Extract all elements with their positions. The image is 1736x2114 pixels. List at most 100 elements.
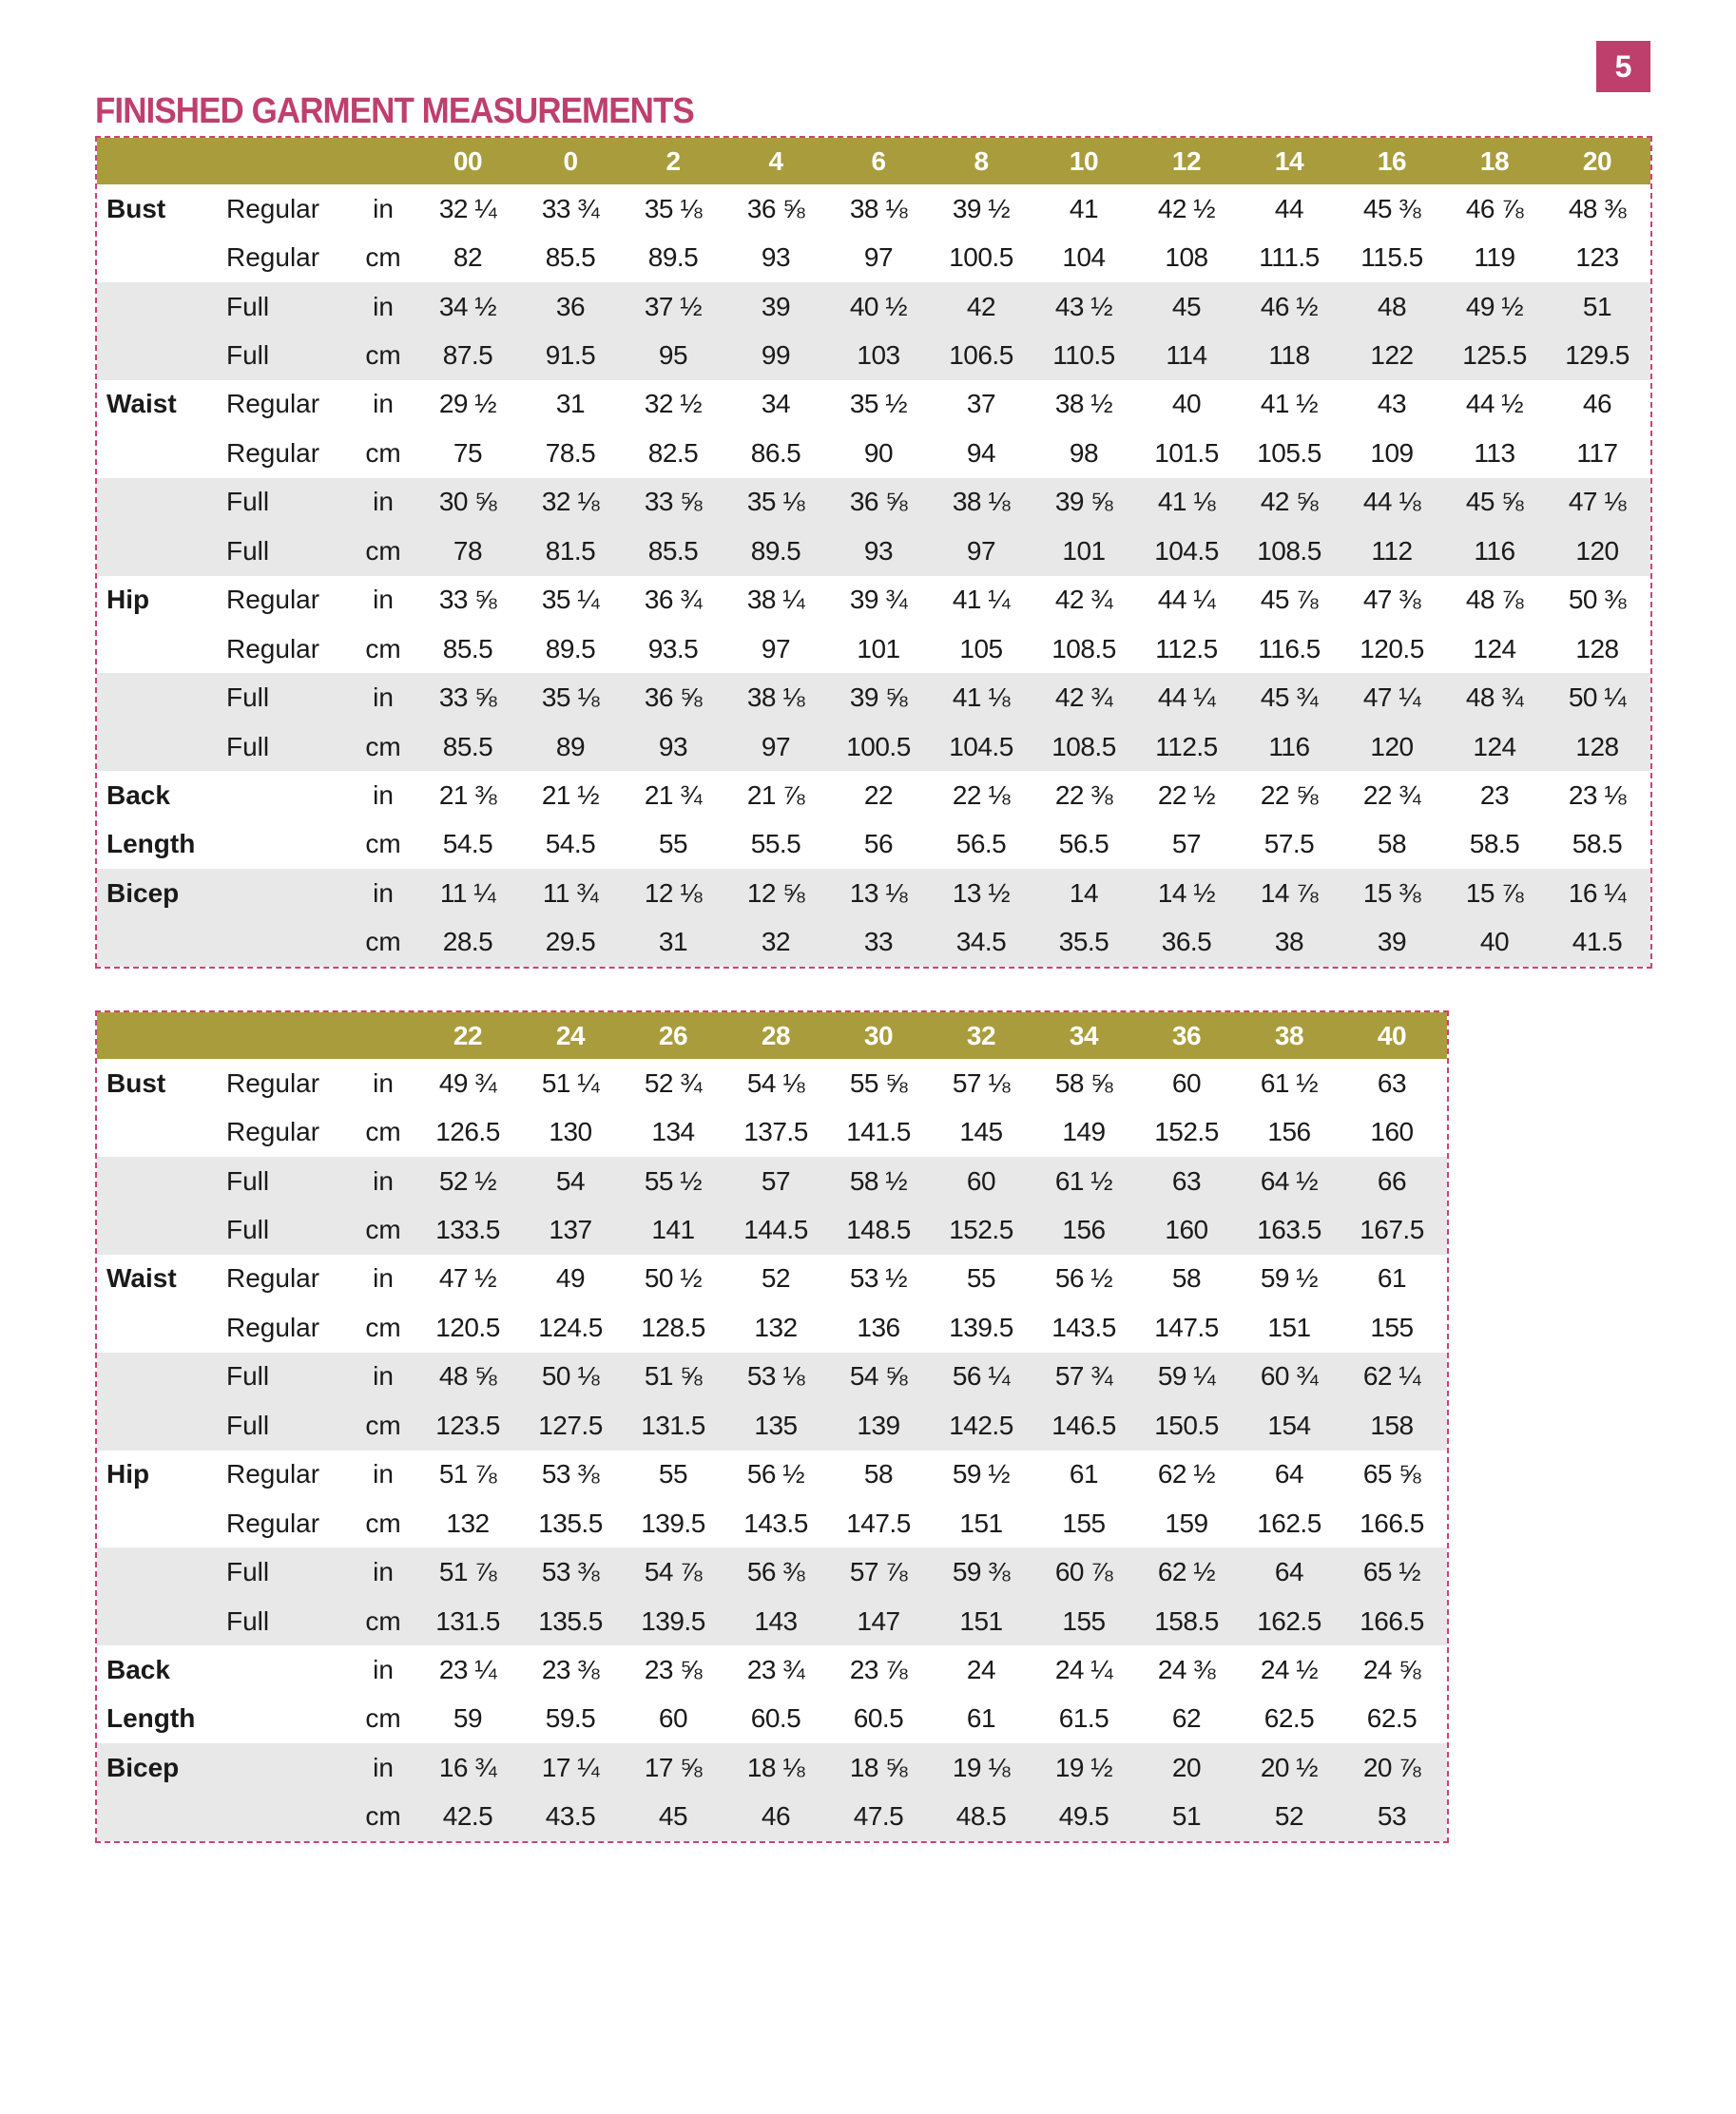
size-header: 14 (1274, 145, 1304, 176)
measurement-value: 145 (959, 1117, 1003, 1147)
measurement-value: 32 ⅛ (541, 487, 600, 517)
measurement-value: 14 (1069, 877, 1099, 908)
measurement-value: 133.5 (435, 1215, 500, 1245)
measurement-value: 23 (1479, 779, 1510, 810)
size-header: 40 (1377, 1020, 1407, 1050)
measurement-value: 65 ⅝ (1362, 1459, 1421, 1489)
measurement-value: 44 ⅛ (1362, 487, 1421, 517)
measurement-value: 60.5 (853, 1703, 904, 1734)
measurement-value: 43 (1377, 389, 1407, 419)
measurements-table-sizes-00-20: 00 0 2 4 6 8 10 12 14 16 18 20 Bust Regular in 32 ¼ 33 ¾… (95, 136, 1652, 969)
measurement-value: 58 ⅝ (1054, 1067, 1113, 1098)
table-row: Length cm 59 59.5 60 60.5 60.5 61 61.5 62 62.5 62.5 (97, 1695, 1447, 1743)
measurement-value: 152.5 (949, 1215, 1013, 1245)
measurement-value: 108.5 (1051, 633, 1116, 663)
fit-label: Regular (226, 193, 320, 223)
fit-label: Full (226, 291, 270, 321)
measurement-value: 98 (1069, 437, 1099, 468)
measurement-value: 61 (1377, 1263, 1407, 1294)
unit-label: cm (365, 535, 401, 566)
measurement-value: 126.5 (435, 1117, 500, 1147)
measurement-value: 120 (1370, 731, 1414, 761)
measurement-value: 112.5 (1155, 633, 1218, 663)
measurement-value: 106.5 (949, 340, 1013, 371)
measurement-value: 39 ⅝ (849, 682, 908, 713)
measurement-value: 115.5 (1360, 242, 1423, 273)
measurement-value: 46 (761, 1801, 791, 1832)
measurement-value: 122 (1370, 340, 1414, 371)
unit-label: cm (365, 437, 401, 468)
measurement-value: 63 (1171, 1165, 1202, 1196)
measurement-value: 64 ½ (1260, 1165, 1319, 1196)
unit-label: in (373, 1067, 394, 1098)
measurement-value: 24 ¼ (1054, 1654, 1113, 1684)
size-header: 16 (1377, 145, 1407, 176)
fit-label: Regular (226, 1312, 320, 1342)
measurement-value: 35 ⅛ (644, 193, 703, 223)
size-header: 38 (1274, 1020, 1304, 1050)
measurement-label: Length (106, 1703, 196, 1734)
measurement-value: 137.5 (743, 1117, 808, 1147)
table-row: Regular cm 85.5 89.5 93.5 97 101 105 108.5 112.5 1… (97, 625, 1650, 673)
fit-label: Full (226, 1361, 270, 1392)
fit-label: Full (226, 535, 270, 566)
fit-label: Regular (226, 1508, 320, 1538)
fit-label: Full (226, 1410, 270, 1440)
unit-label: cm (365, 1117, 401, 1147)
measurement-value: 53 ½ (849, 1263, 908, 1294)
measurement-value: 62.5 (1366, 1703, 1418, 1734)
measurement-value: 78 (453, 535, 483, 566)
unit-label: in (373, 1557, 394, 1587)
measurement-value: 15 ⅜ (1362, 877, 1421, 908)
unit-label: cm (365, 1801, 401, 1832)
measurement-value: 22 ¾ (1362, 779, 1421, 810)
size-header: 24 (555, 1020, 586, 1050)
measurement-value: 19 ½ (1054, 1752, 1113, 1782)
measurement-value: 35 ¼ (541, 585, 600, 615)
unit-label: cm (365, 927, 401, 957)
measurement-value: 60 ⅞ (1054, 1557, 1113, 1587)
measurement-value: 128.5 (641, 1312, 705, 1342)
measurement-value: 36 (555, 291, 586, 321)
measurement-value: 38 (1274, 927, 1304, 957)
measurement-value: 61 (1069, 1459, 1099, 1489)
unit-label: cm (365, 1312, 401, 1342)
measurement-value: 58 (1171, 1263, 1202, 1294)
measurement-value: 44 ¼ (1157, 682, 1216, 713)
measurement-value: 132 (446, 1508, 490, 1538)
measurement-value: 160 (1165, 1215, 1208, 1245)
measurement-value: 41 (1069, 193, 1099, 223)
measurement-value: 39 ½ (952, 193, 1011, 223)
measurement-value: 150.5 (1154, 1410, 1219, 1440)
measurement-value: 35.5 (1058, 927, 1109, 957)
measurement-value: 44 ½ (1465, 389, 1524, 419)
measurement-value: 60 (966, 1165, 996, 1196)
unit-label: cm (365, 1703, 401, 1734)
measurement-label: Waist (106, 1263, 177, 1294)
measurement-value: 39 (761, 291, 791, 321)
measurement-value: 33 ⅝ (438, 682, 497, 713)
measurement-value: 105 (959, 633, 1003, 663)
measurement-value: 23 ⅜ (541, 1654, 600, 1684)
measurement-value: 59 ½ (952, 1459, 1011, 1489)
size-header: 26 (658, 1020, 688, 1050)
measurement-value: 42 (966, 291, 996, 321)
measurement-value: 101 (1062, 535, 1106, 566)
unit-label: in (373, 389, 394, 419)
measurement-value: 42 ¾ (1054, 585, 1113, 615)
measurement-value: 30 ⅝ (438, 487, 497, 517)
table-row: Full cm 123.5 127.5 131.5 135 139 142.5 146.5 150… (97, 1401, 1447, 1451)
measurement-value: 54 ⅛ (746, 1067, 805, 1098)
table-row: Full cm 87.5 91.5 95 99 103 106.5 110.5 114 118 122… (97, 331, 1650, 380)
measurement-value: 38 ⅛ (746, 682, 805, 713)
table-row: Hip Regular in 33 ⅝ 35 ¼ 36 ¾ 38 ¼ 39 ¾ 41 ¼ 42 ¾… (97, 576, 1650, 625)
table-row: Full cm 133.5 137 141 144.5 148.5 152.5 156 160 16… (97, 1205, 1447, 1255)
measurements-table-sizes-22-40: 22 24 26 28 30 32 34 36 38 40 Bust Regular in 49 ¾ 51 … (95, 1010, 1449, 1843)
table-row: Full cm 131.5 135.5 139.5 143 147 151 155 158.5 16… (97, 1596, 1447, 1646)
measurement-value: 112 (1371, 535, 1413, 566)
measurement-value: 40 (1479, 927, 1510, 957)
measurement-value: 56 ½ (746, 1459, 805, 1489)
measurement-value: 51 ¼ (541, 1067, 600, 1098)
measurement-value: 48 ⅝ (438, 1361, 497, 1392)
measurement-value: 57 (1171, 829, 1202, 859)
